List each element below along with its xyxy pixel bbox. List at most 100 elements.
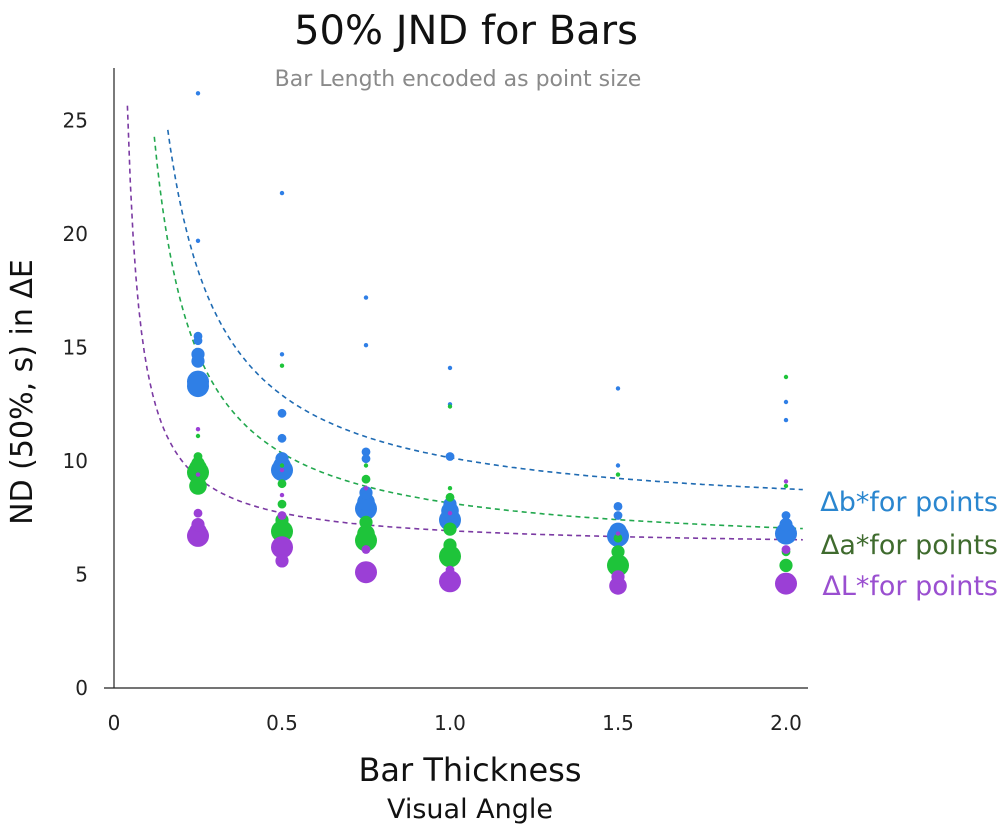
- x-axis-sublabel: Visual Angle: [387, 794, 553, 825]
- x-axis-label: Bar Thickness: [358, 751, 581, 789]
- chart-title: 50% JND for Bars: [294, 8, 638, 54]
- legend-entry: Δa*for points: [821, 530, 998, 561]
- data-point-series-0: [363, 343, 369, 348]
- data-point-series-1: [277, 499, 287, 509]
- data-point-series-0: [279, 352, 285, 357]
- data-point-series-0: [195, 238, 201, 243]
- data-point-series-1: [613, 533, 623, 543]
- data-point-series-1: [279, 463, 285, 468]
- data-point-series-1: [445, 492, 455, 502]
- plot-area: 0 0.5 1.0 1.5 2.0 0 5 10 15 20 25: [63, 68, 808, 735]
- data-point-series-0: [613, 511, 623, 520]
- fit-curves: [126, 105, 803, 541]
- data-point-series-2: [193, 508, 203, 518]
- data-point-series-0: [195, 91, 201, 96]
- data-point-series-2: [775, 572, 797, 595]
- data-point-series-0: [275, 452, 289, 466]
- data-point-series-0: [191, 354, 205, 368]
- data-point-series-1: [615, 472, 621, 477]
- data-point-series-2: [439, 570, 461, 593]
- data-point-series-0: [277, 433, 287, 443]
- y-tick-label: 10: [63, 449, 88, 473]
- x-tick-labels: 0 0.5 1.0 1.5 2.0: [108, 711, 802, 735]
- data-point-series-1: [611, 545, 625, 559]
- data-point-series-2: [447, 511, 453, 516]
- data-point-series-1: [277, 479, 287, 489]
- chart-subtitle: Bar Length encoded as point size: [275, 67, 642, 92]
- data-point-series-1: [191, 456, 205, 470]
- data-point-series-0: [193, 336, 203, 346]
- y-tick-labels: 0 5 10 15 20 25: [63, 109, 88, 701]
- legend-entry: Δb*for points: [820, 487, 998, 518]
- legend: Δb*for points Δa*for points ΔL*for points: [820, 487, 998, 602]
- y-axis-label: ND (50%, s) in ΔE: [5, 259, 40, 525]
- data-point-series-0: [615, 386, 621, 391]
- data-point-series-1: [443, 522, 457, 536]
- data-point-series-1: [359, 515, 373, 529]
- data-point-series-2: [271, 536, 293, 559]
- data-point-series-1: [189, 477, 207, 495]
- data-point-series-0: [613, 502, 623, 511]
- data-point-series-0: [445, 452, 455, 461]
- data-point-series-0: [447, 365, 453, 371]
- data-point-series-2: [355, 561, 377, 584]
- data-point-series-1: [193, 452, 203, 461]
- data-point-series-2: [445, 565, 455, 575]
- data-point-series-1: [783, 483, 789, 489]
- x-tick-label: 2.0: [770, 711, 802, 735]
- data-point-series-1: [361, 474, 371, 484]
- y-tick-label: 25: [63, 109, 88, 133]
- data-point-series-2: [611, 570, 625, 584]
- data-point-series-2: [195, 472, 201, 477]
- data-point-series-0: [781, 511, 791, 520]
- data-point-series-0: [615, 463, 621, 468]
- data-point-series-1: [783, 374, 789, 380]
- data-point-series-1: [447, 404, 453, 409]
- data-point-series-1: [357, 524, 375, 543]
- x-tick-label: 1.0: [434, 711, 466, 735]
- data-point-series-2: [195, 427, 201, 432]
- x-tick-label: 0: [108, 711, 121, 735]
- data-point-series-1: [607, 554, 629, 577]
- y-tick-label: 15: [63, 336, 88, 360]
- data-point-series-0: [779, 518, 793, 532]
- data-point-series-0: [359, 486, 373, 500]
- data-point-series-2: [279, 492, 285, 498]
- data-point-series-2: [783, 479, 789, 484]
- data-point-series-2: [781, 545, 791, 554]
- fit-curve-series-1: [153, 136, 803, 530]
- data-point-series-1: [363, 463, 369, 468]
- x-tick-label: 0.5: [266, 711, 298, 735]
- data-point-series-1: [443, 538, 457, 552]
- data-point-series-2: [279, 467, 285, 473]
- data-point-series-1: [279, 363, 285, 368]
- data-point-series-2: [191, 518, 205, 532]
- x-tick-label: 1.5: [602, 711, 634, 735]
- y-tick-label: 5: [75, 563, 88, 587]
- data-point-series-1: [271, 520, 293, 543]
- legend-entry: ΔL*for points: [822, 571, 998, 602]
- data-point-series-2: [363, 486, 369, 491]
- data-point-series-0: [361, 447, 371, 457]
- data-point-series-0: [279, 190, 285, 196]
- data-point-series-0: [187, 375, 209, 398]
- y-tick-label: 20: [63, 222, 88, 246]
- fit-curve-series-0: [167, 129, 803, 491]
- data-point-series-2: [277, 511, 287, 520]
- data-point-series-2: [615, 531, 621, 536]
- data-point-series-2: [361, 545, 371, 554]
- data-point-series-1: [447, 486, 453, 491]
- data-point-series-1: [195, 433, 201, 439]
- data-point-series-0: [277, 408, 287, 418]
- data-point-series-0: [361, 454, 371, 464]
- data-point-series-1: [779, 558, 793, 573]
- data-points: [187, 91, 797, 595]
- data-point-series-0: [783, 417, 789, 423]
- data-point-series-0: [363, 295, 369, 300]
- data-point-series-2: [275, 554, 289, 568]
- data-point-series-1: [439, 545, 461, 568]
- data-point-series-0: [443, 497, 457, 511]
- data-point-series-0: [783, 399, 789, 405]
- y-tick-label: 0: [75, 676, 88, 700]
